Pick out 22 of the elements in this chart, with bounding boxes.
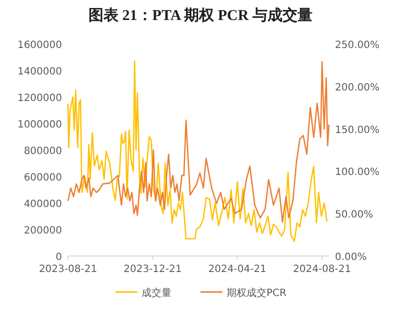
y-tick-label: 1600000 [17,40,62,51]
y-tick-label: 200000 [24,226,62,236]
y-tick-label: 1400000 [17,66,62,78]
legend-label: 成交量 [142,287,172,299]
y2-tick-label: 150.00% [335,124,380,136]
y2-tick-label: 0.00% [335,252,367,263]
y-tick-label: 1000000 [17,120,62,130]
y-tick-label: 600000 [24,172,62,184]
y-tick-label: 800000 [24,146,62,157]
x-tick-label: 2023-08-21 [38,264,98,275]
y2-tick-label: 50.00% [335,210,374,221]
y2-tick-label: 100.00% [335,167,380,178]
y-tick-label: 0 [56,252,62,263]
x-tick-label: 2024-04-21 [208,264,266,275]
chart-title: 图表 21：PTA 期权 PCR 与成交量 [88,6,312,24]
x-tick-label: 2024-08-21 [292,264,352,275]
y-tick-label: 1200000 [17,93,62,104]
y2-tick-label: 250.00% [335,40,380,51]
y-tick-label: 400000 [24,199,62,210]
x-tick-label: 2023-12-21 [124,264,182,275]
y2-tick-label: 200.00% [335,82,380,94]
legend-label: 期权成交PCR [226,287,287,299]
